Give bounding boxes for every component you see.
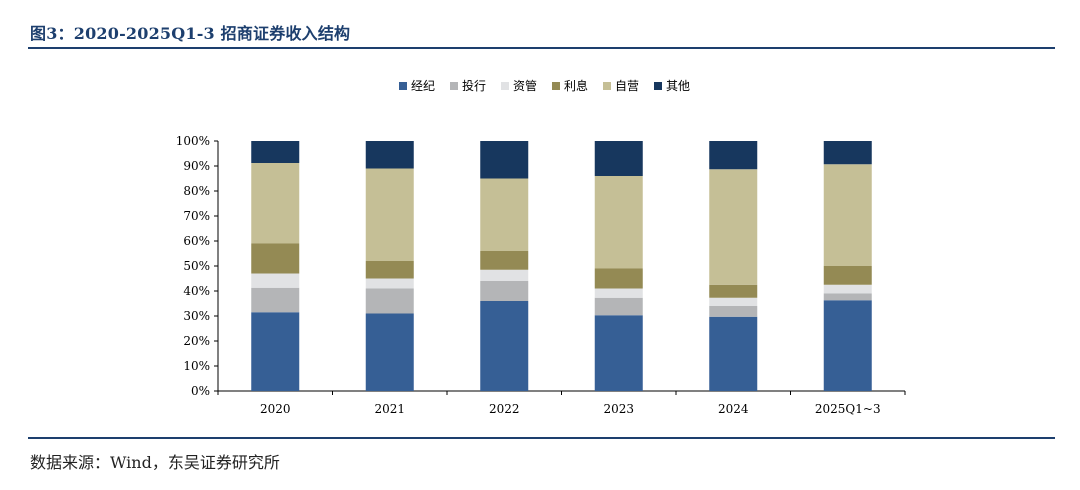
bar-segment	[251, 312, 300, 391]
figure-label: 图3：	[30, 24, 74, 43]
x-tick-label: 2025Q1~3	[815, 402, 881, 416]
y-tick-label: 10%	[183, 359, 210, 373]
bar-segment	[709, 316, 758, 391]
x-tick-label: 2024	[718, 402, 749, 416]
bar-segment	[594, 315, 643, 391]
bar-segment	[251, 273, 300, 288]
bar-segment	[823, 141, 872, 165]
legend-label: 其他	[666, 79, 690, 93]
x-tick-label: 2023	[603, 402, 634, 416]
bar-segment	[594, 141, 643, 176]
bar-segment	[709, 284, 758, 298]
legend-swatch	[552, 82, 560, 90]
bar-segment	[480, 251, 529, 270]
y-tick-label: 50%	[183, 259, 210, 273]
y-tick-label: 100%	[176, 134, 210, 148]
bar-segment	[709, 306, 758, 317]
x-tick-label: 2021	[374, 402, 405, 416]
x-tick-label: 2020	[260, 402, 291, 416]
y-tick-label: 30%	[183, 309, 210, 323]
y-tick-label: 90%	[183, 159, 210, 173]
bar-segment	[823, 164, 872, 266]
bar-segment	[480, 141, 529, 179]
chart-axes: 0% 10% 20% 30% 40% 50% 60% 70% 80% 90% 100% 2020 202…	[176, 134, 906, 416]
bar-segment	[365, 278, 414, 289]
bar-segment	[709, 141, 758, 170]
legend-swatch	[654, 82, 662, 90]
bar-segment	[594, 297, 643, 316]
legend-label: 利息	[564, 78, 588, 93]
bar-segment	[365, 313, 414, 391]
bar-segment	[365, 168, 414, 261]
bottom-rule	[28, 437, 1055, 439]
legend-swatch	[399, 82, 407, 90]
bar-segment	[480, 269, 529, 281]
bar-segment	[480, 178, 529, 251]
bar-segment	[594, 288, 643, 298]
bar-segment	[365, 261, 414, 279]
bar-segment	[251, 243, 300, 274]
bar-segment	[251, 287, 300, 313]
top-rule	[28, 47, 1055, 49]
chart-bars	[251, 141, 872, 391]
source-note: 数据来源：Wind，东吴证券研究所	[30, 453, 280, 472]
bar-segment	[365, 288, 414, 314]
bar-segment	[594, 176, 643, 269]
legend-label: 自营	[615, 79, 639, 93]
bar-segment	[480, 301, 529, 391]
bar-segment	[823, 266, 872, 285]
bar-segment	[480, 281, 529, 301]
bar-segment	[365, 141, 414, 169]
x-tick-label: 2022	[489, 402, 520, 416]
y-tick-label: 0%	[191, 384, 210, 398]
legend-swatch	[450, 82, 458, 90]
figure-title: 图3：2020-2025Q1-3 招商证券收入结构	[30, 20, 350, 44]
y-tick-label: 70%	[183, 209, 210, 223]
legend-label: 经纪	[411, 79, 435, 93]
bar-segment	[823, 293, 872, 301]
bar-segment	[709, 169, 758, 285]
bar-segment	[823, 284, 872, 294]
y-tick-label: 20%	[183, 334, 210, 348]
bar-segment	[594, 268, 643, 289]
bar-segment	[823, 300, 872, 391]
bar-segment	[251, 163, 300, 244]
legend-swatch	[501, 82, 509, 90]
y-tick-label: 40%	[183, 284, 210, 298]
bar-segment	[709, 297, 758, 306]
legend-swatch	[603, 82, 611, 90]
legend-label: 资管	[513, 78, 537, 93]
bar-segment	[251, 141, 300, 163]
chart-legend: 经纪 投行 资管 利息 自营 其他	[399, 78, 690, 93]
figure-title-text: 2020-2025Q1-3 招商证券收入结构	[73, 24, 351, 43]
y-tick-label: 60%	[183, 234, 210, 248]
legend-label: 投行	[462, 78, 486, 93]
y-tick-label: 80%	[183, 184, 210, 198]
